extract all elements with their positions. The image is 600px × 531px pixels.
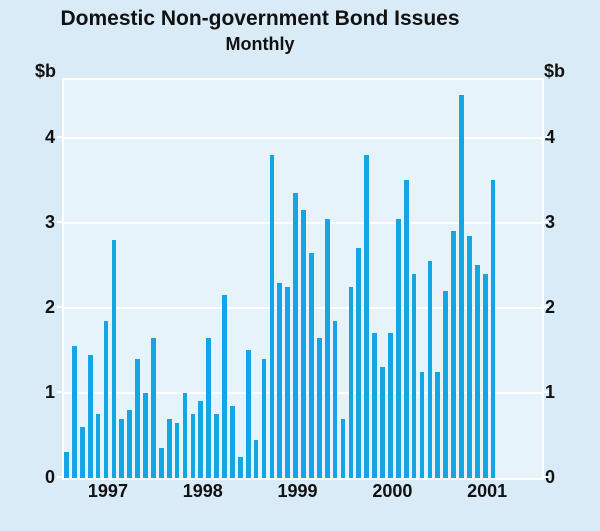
bar-1998-09 (222, 295, 227, 478)
y-tick-label-left-1: 1 (44, 382, 55, 402)
x-year-label-2001: 2001 (467, 481, 508, 501)
bar-1997-05 (95, 414, 101, 478)
bar-2000-06 (388, 333, 393, 478)
bar-2001-04 (467, 236, 472, 478)
bar-2001-03 (459, 95, 464, 478)
bar-2001-01 (443, 291, 449, 478)
bar-1997-09 (127, 410, 133, 478)
bar-1998-03 (174, 423, 180, 478)
y-tick-label-right-1: 1 (545, 382, 556, 402)
bar-1999-01 (253, 440, 259, 478)
y-axis-tick-left-0 (57, 476, 63, 478)
bar-1998-01 (158, 448, 164, 478)
plot-area (62, 78, 544, 480)
y-axis-tick-right-1 (543, 391, 549, 393)
y-axis-tick-left-4 (57, 136, 63, 138)
bar-1999-06 (293, 193, 298, 478)
bar-2000-01 (348, 287, 354, 478)
y-tick-label-right-2: 2 (545, 297, 556, 317)
bar-1997-10 (135, 359, 140, 478)
bar-2000-03 (364, 155, 370, 478)
bar-1997-12 (151, 338, 156, 478)
y-tick-label-right-3: 3 (545, 212, 556, 232)
x-year-label-1999: 1999 (277, 481, 318, 501)
chart-title: Domestic Non-government Bond Issues (60, 7, 460, 30)
bar-1997-07 (111, 240, 117, 478)
bar-1999-02 (261, 359, 267, 478)
bar-1999-07 (301, 210, 306, 478)
y-tick-label-right-0: 0 (545, 467, 556, 487)
y-tick-label-left-3: 3 (44, 212, 55, 232)
bar-1999-03 (269, 155, 275, 478)
bar-1998-08 (214, 414, 219, 478)
bar-2000-05 (380, 367, 385, 478)
bar-2000-02 (356, 248, 362, 478)
bar-2000-08 (403, 180, 409, 478)
bar-1997-11 (143, 393, 148, 478)
bar-2001-02 (451, 231, 456, 478)
bar-1998-10 (230, 406, 235, 478)
bar-2000-11 (427, 261, 433, 478)
bar-1997-02 (72, 346, 77, 478)
bar-1999-12 (340, 419, 346, 478)
bar-2000-10 (419, 372, 425, 478)
y-axis-tick-right-3 (543, 221, 549, 223)
bar-2000-07 (395, 219, 401, 478)
y-tick-label-right-4: 4 (545, 127, 556, 147)
bar-1998-02 (166, 419, 172, 478)
bar-1998-06 (198, 401, 204, 478)
bar-1997-08 (119, 419, 125, 478)
bar-1998-07 (206, 338, 212, 478)
x-year-label-2000: 2000 (372, 481, 413, 501)
bar-2001-07 (490, 180, 496, 478)
bar-1997-03 (79, 427, 85, 478)
bar-1997-01 (64, 452, 69, 478)
bar-2000-09 (411, 274, 417, 478)
bar-1998-12 (245, 350, 251, 478)
bar-1998-11 (237, 457, 243, 478)
bar-2000-12 (435, 372, 441, 478)
bar-1999-11 (332, 321, 338, 478)
bar-1999-08 (309, 253, 314, 478)
x-year-label-1998: 1998 (182, 481, 223, 501)
y-axis-tick-left-2 (57, 306, 63, 308)
chart-subtitle: Monthly (225, 34, 295, 54)
bar-2001-06 (482, 274, 488, 478)
y-tick-label-left-0: 0 (44, 467, 55, 487)
y-axis-tick-right-0 (543, 476, 549, 478)
y-axis-tick-right-4 (543, 136, 549, 138)
bar-2001-05 (474, 265, 480, 478)
y-tick-label-left-2: 2 (44, 297, 55, 317)
bar-1999-10 (324, 219, 330, 478)
y-axis-tick-left-1 (57, 391, 63, 393)
bar-1998-04 (182, 393, 188, 478)
bar-1997-04 (87, 355, 93, 478)
bar-2000-04 (372, 333, 377, 478)
y-tick-label-left-4: 4 (44, 127, 55, 147)
y-axis-unit-right: $b (544, 61, 566, 81)
bar-1999-04 (277, 283, 283, 478)
gridline-4 (64, 137, 542, 139)
y-axis-tick-left-3 (57, 221, 63, 223)
bar-1999-05 (285, 287, 291, 478)
x-year-label-1997: 1997 (87, 481, 128, 501)
bar-1999-09 (316, 338, 322, 478)
bar-1997-06 (103, 321, 109, 478)
bar-1998-05 (190, 414, 196, 478)
y-axis-unit-left: $b (34, 61, 56, 81)
y-axis-tick-right-2 (543, 306, 549, 308)
